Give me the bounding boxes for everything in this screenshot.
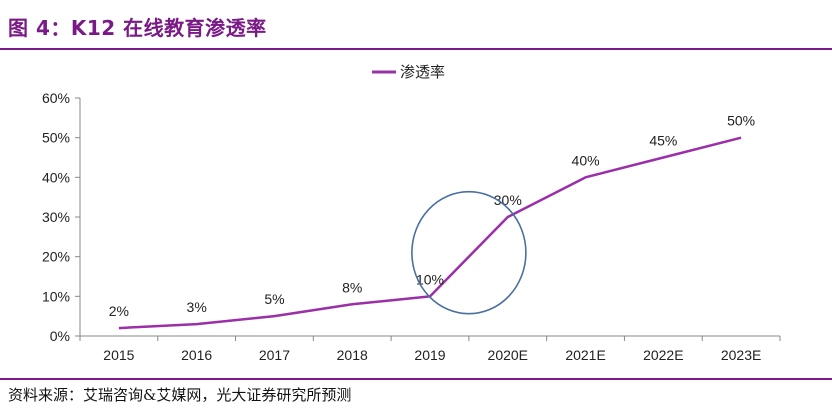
data-label: 45%	[649, 133, 677, 149]
data-label: 2%	[109, 303, 129, 319]
x-tick-label: 2020E	[488, 347, 528, 363]
x-tick-label: 2018	[337, 347, 368, 363]
series-line-penetration	[118, 136, 742, 330]
y-tick-label: 60%	[42, 90, 70, 106]
data-label: 40%	[572, 152, 600, 168]
source-note: 资料来源：艾瑞咨询&艾媒网，光大证券研究所预测	[8, 386, 352, 404]
data-label: 8%	[342, 279, 362, 295]
highlight-circle	[411, 190, 527, 315]
data-label: 50%	[727, 113, 755, 129]
bottom-rule	[0, 378, 832, 380]
data-label: 5%	[264, 291, 284, 307]
y-tick-label: 30%	[42, 209, 70, 225]
data-label: 3%	[187, 299, 207, 315]
y-tick-label: 0%	[50, 328, 70, 344]
figure-title: 图 4：K12 在线教育渗透率	[8, 16, 267, 40]
data-labels: 2% 3% 5% 8% 10% 30% 40% 45% 50%	[109, 113, 755, 319]
legend: 渗透率	[372, 63, 445, 81]
x-tick-label: 2015	[103, 347, 134, 363]
y-tick-label: 10%	[42, 288, 70, 304]
x-tick-label: 2023E	[721, 347, 761, 363]
x-tick-label: 2021E	[565, 347, 605, 363]
y-tick-label: 20%	[42, 249, 70, 265]
y-tick-label: 50%	[42, 130, 70, 146]
x-tick-labels: 2015 2016 2017 2018 2019 2020E 2021E 2022E 2023E	[79, 336, 781, 363]
legend-label-penetration: 渗透率	[400, 63, 445, 81]
x-tick-label: 2017	[259, 347, 290, 363]
data-label: 30%	[494, 192, 522, 208]
line-chart: 0%10%20%30%40%50%60% 2015 2016 2017 2018 201…	[42, 63, 781, 363]
y-tick-label: 40%	[42, 169, 70, 185]
x-tick-label: 2022E	[643, 347, 683, 363]
x-tick-label: 2016	[181, 347, 212, 363]
x-tick-label: 2019	[414, 347, 445, 363]
annotation-layer	[411, 190, 527, 315]
top-rule	[0, 48, 832, 50]
data-label: 10%	[416, 271, 444, 287]
y-tick-labels: 0% 10% 20% 30% 40% 50% 60%	[42, 90, 80, 344]
series-layer	[118, 136, 742, 330]
